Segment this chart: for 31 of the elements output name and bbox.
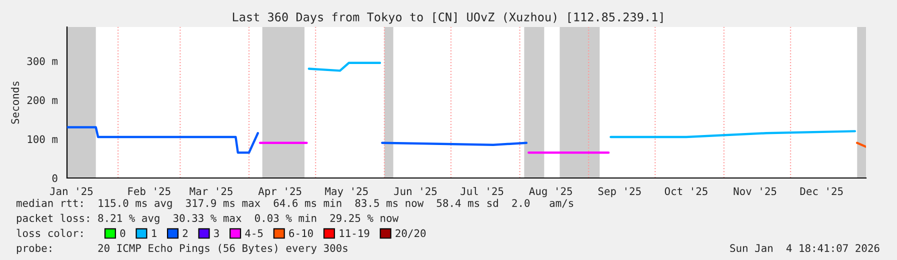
legend-label: 4-5 [245, 229, 263, 238]
x-tick-label: Jan '25 [50, 187, 93, 196]
x-tick-label: Apr '25 [258, 187, 302, 198]
x-tick-label: Jun '25 [394, 187, 437, 196]
legend-label: 0 [120, 229, 126, 238]
chart-title: Last 360 Days from Tokyo to [CN] UOvZ (Xuzhou) [112.85.239.1] [232, 12, 663, 24]
x-tick-label: Mar '25 [190, 187, 232, 196]
text: median rtt: 115.0 ms avg 317.9 ms max 64.6 ms min 83.5 ms now 58.4 ms sd 2.0 am/s [16, 198, 574, 210]
text: Sun Jan 4 18:41:07 2026 [730, 244, 880, 252]
legend-label: 2 [182, 229, 188, 238]
y-axis-title: Seconds [10, 82, 20, 124]
y-tick-label: 0 [52, 174, 58, 182]
legend-label: 11-19 [340, 229, 370, 238]
x-tick-label: Oct '25 [664, 187, 708, 196]
y-tick-label: 300 m [27, 57, 58, 66]
x-tick-label: Jul '25 [460, 187, 504, 196]
x-tick-label: Dec '25 [800, 187, 843, 196]
x-tick-label: Aug '25 [529, 187, 572, 198]
x-tick-label: Nov '25 [734, 187, 776, 196]
y-tick-label: 100 m [28, 135, 58, 144]
x-tick-label: Sep '25 [598, 187, 641, 198]
y-tick-label: 200 m [27, 96, 58, 104]
text: packet loss: 8.21 % avg 30.33 % max 0.03 % min 29.25 % now [16, 214, 399, 224]
x-tick-label: Feb '25 [128, 187, 170, 196]
legend-label: 20/20 [396, 229, 426, 238]
legend-label: 1 [152, 229, 156, 238]
legend-title: loss color: [16, 228, 82, 238]
legend-label: 6-10 [289, 229, 313, 238]
legend-label: 3 [214, 229, 219, 238]
text: probe: 20 ICMP Echo Pings (56 Bytes) every 300s [16, 244, 348, 254]
x-tick-label: May '25 [325, 187, 368, 198]
